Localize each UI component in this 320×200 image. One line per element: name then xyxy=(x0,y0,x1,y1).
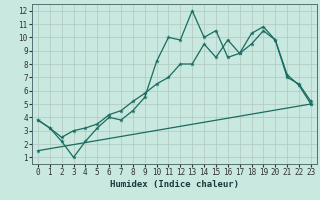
X-axis label: Humidex (Indice chaleur): Humidex (Indice chaleur) xyxy=(110,180,239,189)
